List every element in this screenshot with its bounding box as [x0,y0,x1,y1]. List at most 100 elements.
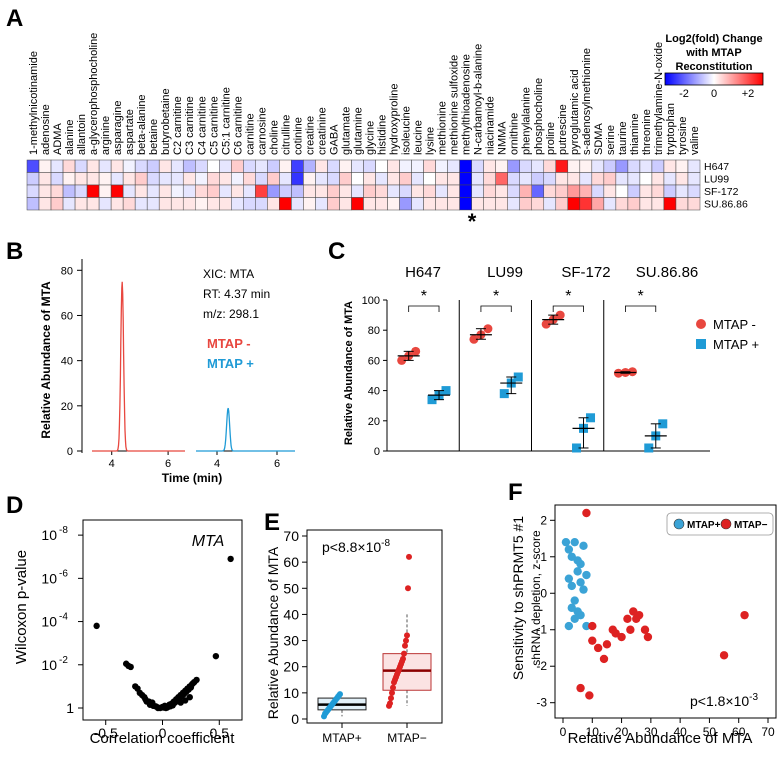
panel-e-y-tick-label: 0 [291,711,299,727]
heatmap-cell [375,184,388,198]
panel-d-point [227,555,234,563]
panel-f-point-mtap-minus [602,640,612,649]
heatmap-cell [651,159,665,173]
panel-c-label: C [328,238,345,265]
heatmap-cell [615,159,629,173]
heatmap-cell [459,159,472,173]
heatmap-cell [627,159,641,173]
heatmap-legend: Log2(fold) Change with MTAP Reconstituti… [664,33,764,100]
heatmap-cell [219,172,232,186]
heatmap-cell [363,172,376,186]
panel-c-point-mtap-plus [658,419,668,429]
panel-d-point [212,652,220,660]
heatmap-cell [627,184,641,198]
panel-b-xlabel: Time (min) [162,471,222,485]
panel-f-point-mtap-minus [617,632,626,642]
heatmap-col-label: serine [605,125,617,155]
panel-c-y-tick-label: 60 [368,355,380,367]
panel-d-point [132,683,139,690]
panel-f-x-tick-label: 10 [586,725,600,739]
heatmap-cell [243,197,256,211]
heatmap-cell [98,197,112,211]
panel-f-point-mtap-minus [599,654,609,664]
heatmap-col-label: isoleucine [401,106,413,155]
heatmap-cell [74,172,88,186]
heatmap-col-label: pyroglutamic acid [569,69,581,155]
panel-d-y-tick-label: 10 [41,527,57,543]
heatmap-cell [411,172,424,186]
panel-d-y-tick-exponent: -2 [59,655,68,666]
panel-c-point-mtap-plus [513,372,523,382]
panel-c-y-tick-label: 20 [368,416,380,428]
heatmap-col-label: betaine [148,119,160,155]
heatmap-cell [327,159,340,173]
heatmap-row-label: LU99 [704,174,729,186]
heatmap-cell [399,184,412,198]
heatmap-cell [219,184,232,198]
heatmap-cell [411,197,424,211]
panel-c-legend-mtap-plus: MTAP + [713,337,759,352]
panel-c-y-tick-label: 80 [368,325,380,337]
panel-b-x-tick-label: 4 [109,458,115,470]
panel-c-point-mtap-plus [586,413,596,423]
heatmap-cell [519,172,532,186]
panel-d-y-tick-exponent: -6 [59,568,68,579]
heatmap-cell [495,172,508,186]
heatmap-cell [303,159,316,173]
panel-e-point [404,632,410,639]
heatmap-cell [182,197,196,211]
panel-d-xlabel: Correlation coefficient [90,730,236,747]
heatmap-cell [122,197,136,211]
heatmap-cell [519,197,532,211]
heatmap-cell [483,197,496,211]
panel-f-x-tick-label: 60 [732,725,746,739]
heatmap-col-label: leucine [413,120,425,155]
heatmap-cell [122,172,136,186]
heatmap-cell [555,172,569,186]
heatmap-cell [303,197,316,211]
panel-c-significance-star: * [493,288,499,305]
panel-e-point [403,637,409,644]
heatmap-cell [110,159,124,173]
panel-f-y-tick-label: -3 [536,696,547,710]
panel-f-scatter: 0 10 20 30 40 50 60 70 -3 -2 -1 0 1 2 [536,504,777,739]
legend-title-line3: Reconstitution [676,61,753,73]
panel-f-point-mtap-plus [567,581,576,591]
heatmap-cell [495,184,508,198]
heatmap-col-label: tryptophan [665,103,677,155]
heatmap-cell [687,197,701,211]
panel-e-y-tick-label: 60 [283,554,299,570]
panel-d-y-tick-label: 10 [41,570,57,586]
heatmap-col-label: asparagine [112,101,124,155]
heatmap-cell [315,172,328,186]
heatmap-row-label: SF-172 [704,186,739,198]
heatmap-col-label: C5:1 carnitine [220,87,232,155]
heatmap-cell [195,197,208,211]
heatmap-cell [98,172,112,186]
heatmap-col-label: histidine [377,115,389,155]
heatmap-cell [543,184,557,198]
heatmap-col-label: aspartate [124,109,136,155]
panel-b-x-tick-label: 6 [274,458,280,470]
heatmap-col-label: methylthioadenosine [461,54,473,155]
panel-c-legend-mtap-minus: MTAP - [713,317,756,332]
heatmap-cell [303,184,316,198]
panel-f-point-mtap-minus [588,636,597,645]
heatmap-row-label: H647 [704,161,729,173]
heatmap-cell [375,172,388,186]
panel-e-point [406,553,412,560]
heatmap-cell [579,184,593,198]
heatmap-cell [639,172,653,186]
heatmap-cell [86,197,100,211]
panel-c-y-tick-label: 0 [374,446,380,458]
heatmap-cell [555,184,569,198]
heatmap-cell [663,159,677,173]
heatmap-col-label: methionine sulfoxide [449,55,461,155]
heatmap-cell [62,197,76,211]
heatmap-col-label: C3 carnitine [184,96,196,155]
panel-f-xlabel: Relative Abundance of MTA [568,730,753,747]
heatmap-cell [387,159,400,173]
panel-f-point-mtap-minus [740,610,749,620]
panel-c-significance-bracket [408,305,440,312]
heatmap-cell [279,197,292,211]
